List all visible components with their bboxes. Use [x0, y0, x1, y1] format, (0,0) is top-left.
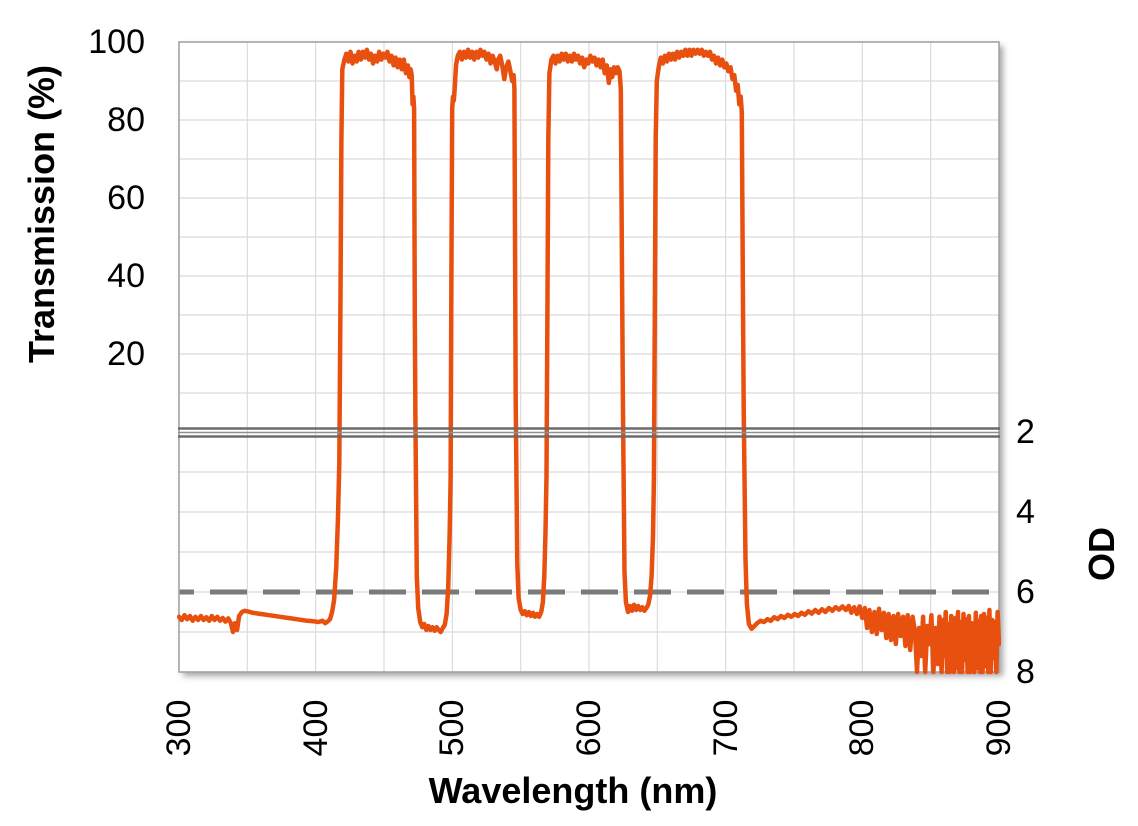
x-tick-label: 300	[160, 699, 198, 757]
y-right-tick-label: 6	[1016, 573, 1035, 611]
x-tick-label: 400	[296, 699, 335, 757]
y-left-tick-label: 80	[107, 101, 145, 139]
x-axis-title-wavelength: Wavelength (nm)	[428, 770, 718, 811]
y-left-tick-label: 20	[107, 335, 145, 373]
y-left-tick-label: 100	[88, 23, 145, 61]
x-tick-label: 800	[843, 699, 882, 757]
x-tick-label: 900	[980, 699, 1018, 757]
x-tick-label: 700	[706, 699, 745, 757]
y-left-tick-label: 40	[107, 257, 145, 295]
y-right-tick-label: 8	[1016, 653, 1035, 691]
y-axis-title-od: OD	[1081, 527, 1122, 581]
y-right-tick-label: 2	[1016, 413, 1035, 451]
y-right-tick-label: 4	[1016, 493, 1035, 531]
y-left-tick-label: 60	[107, 179, 145, 217]
y-axis-title-transmission: Transmission (%)	[21, 64, 62, 364]
x-tick-label: 600	[570, 699, 608, 757]
x-tick-label: 500	[433, 699, 472, 757]
